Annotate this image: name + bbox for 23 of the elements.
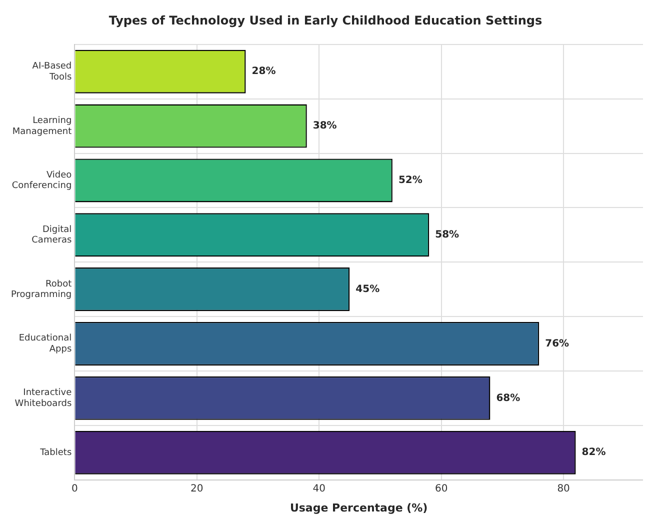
x-tick-label: 0	[71, 483, 78, 494]
data-label: 38%	[312, 120, 337, 132]
data-label: 76%	[545, 338, 570, 350]
data-label: 28%	[252, 66, 276, 78]
y-tick-label: Tablets	[39, 448, 72, 458]
x-axis-title: Usage Percentage (%)	[290, 501, 428, 514]
data-label: 68%	[496, 392, 520, 404]
x-tick-label: 60	[434, 483, 448, 494]
data-label: 58%	[435, 229, 460, 240]
chart-title: Types of Technology Used in Early Childhood Education Settings	[108, 13, 542, 28]
y-tick-label: Robot Programming	[10, 279, 72, 300]
x-tick-label: 80	[557, 483, 570, 494]
y-tick-label: Digital Cameras	[32, 224, 72, 246]
y-tick-label: Learning Management	[12, 116, 72, 137]
data-label: 52%	[398, 175, 422, 186]
data-label: 82%	[582, 447, 606, 458]
data-label: 45%	[356, 284, 380, 295]
y-tick-label: Interactive Whiteboards	[14, 388, 72, 409]
y-tick-label: AI-Based Tools	[32, 62, 72, 82]
y-tick-label: Video Conferencing	[12, 170, 72, 192]
x-tick-label: 20	[190, 483, 204, 494]
y-tick-label: Educational Apps	[18, 334, 72, 354]
x-tick-label: 40	[312, 483, 326, 494]
